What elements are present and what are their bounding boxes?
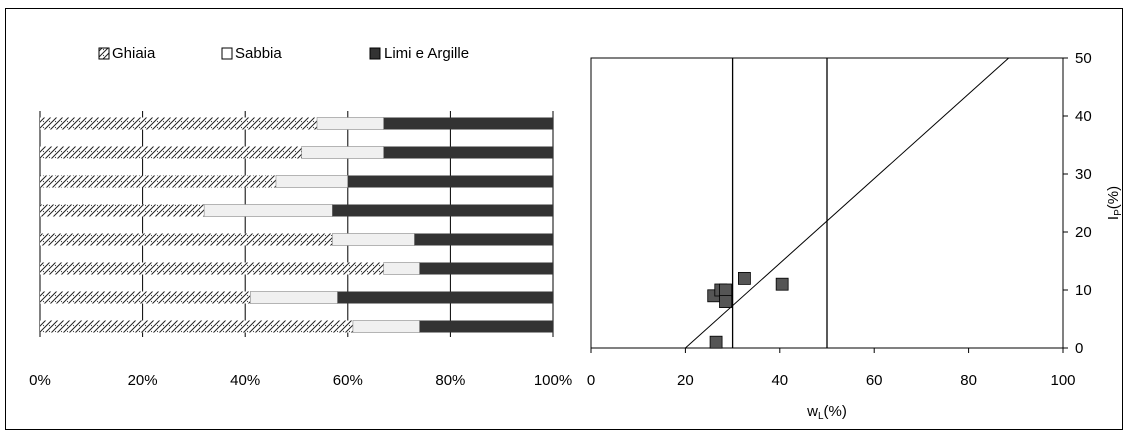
scatter-x-tick-label: 0 — [587, 372, 595, 389]
bar-segment-sabbia — [275, 175, 349, 188]
scatter-reference-lines — [685, 57, 1010, 349]
bar-segment-ghiaia — [40, 175, 276, 188]
bar-x-tick-label: 0% — [29, 372, 51, 389]
a-line — [685, 57, 1010, 349]
scatter-x-tick-label: 80 — [960, 372, 977, 389]
bar-segment-limi-e-argille — [419, 262, 553, 275]
bar-segment-ghiaia — [40, 262, 384, 275]
scatter-x-tick-label: 100 — [1050, 372, 1075, 389]
legend-label-ghiaia: Ghiaia — [112, 45, 156, 62]
scatter-x-ticks: 0 20 40 60 80 100 — [587, 348, 1076, 389]
scatter-y-axis-label: IP(%) — [1105, 186, 1124, 220]
scatter-x-tick-label: 40 — [771, 372, 788, 389]
bar-segment-ghiaia — [40, 233, 333, 246]
scatter-point — [719, 283, 732, 297]
scatter-point — [719, 295, 732, 309]
bar-segment-ghiaia — [40, 146, 302, 159]
bar-segment-sabbia — [332, 233, 415, 246]
bar-segment-limi-e-argille — [347, 175, 553, 188]
legend-item-ghiaia: Ghiaia — [98, 45, 156, 62]
scatter-y-tick-label: 20 — [1075, 224, 1092, 241]
bar-segment-sabbia — [301, 146, 385, 159]
scatter-point — [738, 271, 751, 285]
bar-segment-sabbia — [352, 320, 420, 333]
scatter-y-ticks: 0 10 20 30 40 50 — [1063, 50, 1092, 357]
scatter-x-tick-label: 20 — [677, 372, 694, 389]
bar-chart-x-ticks: 0% 20% 40% 60% 80% 100% — [29, 372, 572, 389]
bar-segment-limi-e-argille — [337, 291, 553, 304]
legend-label-limi-argille: Limi e Argille — [384, 45, 469, 62]
scatter-point — [775, 277, 789, 291]
legend-item-limi-argille: Limi e Argille — [369, 45, 469, 62]
bar-segment-ghiaia — [40, 320, 353, 333]
bar-segment-limi-e-argille — [414, 233, 553, 246]
bar-chart-legend: Ghiaia Sabbia Limi e Argille — [98, 45, 469, 62]
bar-segment-ghiaia — [40, 117, 318, 130]
scatter-y-tick-label: 50 — [1075, 50, 1092, 67]
bar-segment-sabbia — [250, 291, 338, 304]
bar-x-tick-label: 80% — [435, 372, 465, 389]
legend-label-sabbia: Sabbia — [235, 45, 282, 62]
scatter-x-tick-label: 60 — [866, 372, 883, 389]
bar-segment-sabbia — [316, 117, 385, 130]
legend-swatch-ghiaia — [98, 47, 110, 60]
bar-segment-limi-e-argille — [332, 204, 553, 217]
scatter-points — [707, 271, 789, 349]
scatter-y-tick-label: 40 — [1075, 108, 1092, 125]
bar-segment-ghiaia — [40, 291, 251, 304]
bar-x-tick-label: 100% — [534, 372, 572, 389]
bar-segment-limi-e-argille — [383, 117, 553, 130]
bar-segment-ghiaia — [40, 204, 205, 217]
bar-x-tick-label: 40% — [230, 372, 260, 389]
bar-segment-sabbia — [203, 204, 333, 217]
bar-segment-limi-e-argille — [383, 146, 553, 159]
bar-x-tick-label: 20% — [128, 372, 158, 389]
scatter-y-tick-label: 0 — [1075, 340, 1083, 357]
bar-chart-bars — [40, 117, 553, 333]
bar-x-tick-label: 60% — [333, 372, 363, 389]
scatter-x-axis-label: wL(%) — [806, 403, 847, 422]
scatter-y-tick-label: 30 — [1075, 166, 1092, 183]
scatter-point — [709, 335, 723, 349]
legend-swatch-sabbia — [221, 47, 233, 60]
legend-item-sabbia: Sabbia — [221, 45, 282, 62]
bar-segment-sabbia — [383, 262, 420, 275]
scatter-y-tick-label: 10 — [1075, 282, 1092, 299]
bar-segment-limi-e-argille — [419, 320, 553, 333]
legend-swatch-limi-argille — [369, 47, 381, 60]
